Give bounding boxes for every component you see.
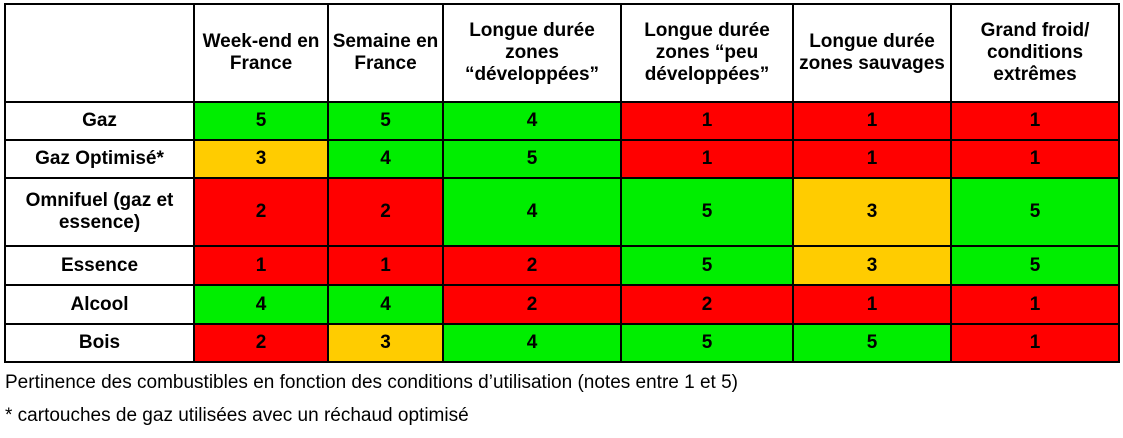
rating-cell: 5: [792, 323, 952, 363]
rating-cell: 2: [620, 284, 794, 325]
rating-cell: 1: [193, 245, 329, 286]
rating-cell: 3: [792, 245, 952, 286]
rating-cell: 1: [950, 101, 1120, 141]
rating-cell: 1: [792, 101, 952, 141]
row-header: Alcool: [4, 284, 195, 325]
row-header: Omnifuel (gaz et essence): [4, 177, 195, 247]
rating-cell: 5: [327, 101, 444, 141]
rating-cell: 1: [620, 139, 794, 179]
rating-cell: 2: [442, 284, 622, 325]
rating-cell: 4: [327, 139, 444, 179]
rating-cell: 5: [950, 245, 1120, 286]
table-row: Gaz Optimisé* 3 4 5 1 1 1: [4, 139, 1120, 179]
rating-cell: 4: [193, 284, 329, 325]
rating-cell: 2: [193, 177, 329, 247]
rating-cell: 4: [442, 177, 622, 247]
fuel-rating-table: Week-end en France Semaine en France Lon…: [4, 3, 1120, 363]
rating-cell: 5: [193, 101, 329, 141]
rating-cell: 1: [950, 323, 1120, 363]
rating-cell: 2: [327, 177, 444, 247]
table-row: Essence 1 1 2 5 3 5: [4, 245, 1120, 286]
rating-cell: 4: [327, 284, 444, 325]
column-header: Longue durée zones “développées”: [442, 3, 622, 103]
column-header: Semaine en France: [327, 3, 444, 103]
rating-cell: 1: [792, 139, 952, 179]
rating-cell: 5: [620, 323, 794, 363]
table-row: Gaz 5 5 4 1 1 1: [4, 101, 1120, 141]
rating-cell: 2: [193, 323, 329, 363]
column-header: Longue durée zones sauvages: [792, 3, 952, 103]
rating-cell: 2: [442, 245, 622, 286]
row-header: Gaz Optimisé*: [4, 139, 195, 179]
column-header: Grand froid/ conditions extrêmes: [950, 3, 1120, 103]
rating-cell: 1: [327, 245, 444, 286]
header-row: Week-end en France Semaine en France Lon…: [4, 3, 1120, 103]
corner-cell: [4, 3, 195, 103]
rating-cell: 1: [792, 284, 952, 325]
table-row: Omnifuel (gaz et essence) 2 2 4 5 3 5: [4, 177, 1120, 247]
footnote: * cartouches de gaz utilisées avec un ré…: [5, 405, 469, 426]
rating-cell: 5: [620, 245, 794, 286]
table-caption: Pertinence des combustibles en fonction …: [5, 372, 738, 393]
table-row: Alcool 4 4 2 2 1 1: [4, 284, 1120, 325]
rating-cell: 4: [442, 101, 622, 141]
rating-cell: 4: [442, 323, 622, 363]
column-header: Week-end en France: [193, 3, 329, 103]
row-header: Gaz: [4, 101, 195, 141]
rating-cell: 3: [792, 177, 952, 247]
rating-cell: 3: [327, 323, 444, 363]
rating-cell: 1: [620, 101, 794, 141]
row-header: Essence: [4, 245, 195, 286]
rating-cell: 3: [193, 139, 329, 179]
rating-cell: 5: [442, 139, 622, 179]
rating-cell: 1: [950, 284, 1120, 325]
rating-cell: 5: [950, 177, 1120, 247]
rating-cell: 5: [620, 177, 794, 247]
row-header: Bois: [4, 323, 195, 363]
column-header: Longue durée zones “peu développées”: [620, 3, 794, 103]
rating-cell: 1: [950, 139, 1120, 179]
table-row: Bois 2 3 4 5 5 1: [4, 323, 1120, 363]
